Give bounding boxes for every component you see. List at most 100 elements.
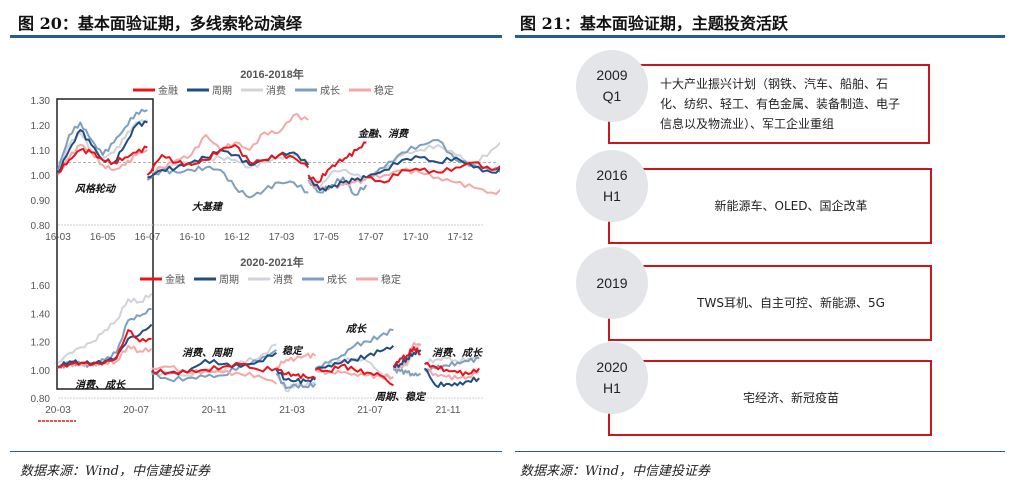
period-label: 2016	[596, 167, 628, 183]
y-tick-label: 1.10	[31, 146, 51, 157]
theme-box: 新能源车、OLED、国企改革	[608, 168, 932, 244]
period-label: 2019	[596, 274, 628, 291]
annotation: 消费、周期	[182, 348, 232, 359]
series-line-成长	[392, 367, 421, 377]
x-tick-label: 20-11	[202, 405, 227, 416]
legend-label: 金融	[165, 273, 185, 286]
series-line-稳定	[151, 365, 277, 385]
annotation: 消费、成长	[75, 380, 125, 391]
period-circle: 2019	[576, 247, 648, 319]
source-note: 数据来源：Wind，中信建投证券	[520, 464, 710, 479]
period-label: H1	[603, 188, 621, 204]
highlight-box	[56, 98, 154, 390]
legend-label: 金融	[158, 84, 178, 97]
footer-rule	[10, 451, 502, 452]
legend-label: 成长	[320, 85, 340, 97]
series-line-金融	[57, 329, 152, 368]
series-line-周期	[365, 155, 500, 179]
x-tick-label: 20-03	[45, 405, 71, 416]
figure-21-title: 图 21：基本面验证期，主题投资活跃	[520, 14, 788, 33]
series-line-成长	[307, 176, 368, 196]
series-line-周期	[307, 174, 367, 192]
period-circle: 2020 H1	[576, 342, 648, 414]
theme-text: TWS耳机、自主可控、新能源、5G	[697, 296, 885, 310]
series-line-消费	[275, 372, 316, 393]
period-label: 2020	[596, 359, 628, 375]
annotation: 消费、成长	[432, 348, 482, 359]
series-line-金融	[392, 346, 421, 368]
y-tick-label: 0.80	[31, 394, 51, 405]
series-line-成长	[275, 373, 317, 390]
series-line-稳定	[314, 368, 394, 380]
x-tick-label: 21-07	[357, 405, 383, 416]
legend-label: 消费	[273, 273, 293, 286]
x-tick-label: 17-12	[448, 232, 474, 243]
x-tick-label: 17-03	[269, 232, 295, 243]
y-tick-label: 1.40	[31, 309, 51, 320]
series-line-金融	[275, 367, 316, 380]
series-line-稳定	[57, 344, 153, 370]
x-tick-label: 17-10	[403, 232, 429, 243]
legend-label: 成长	[327, 274, 347, 286]
period-label: Q1	[602, 88, 622, 104]
series-line-金融	[151, 361, 277, 376]
x-tick-label: 16-05	[90, 232, 116, 243]
annotation: 金融、消费	[358, 129, 408, 140]
series-line-金融	[146, 144, 310, 176]
theme-text: 宅经济、新冠疫苗	[742, 391, 839, 405]
series-line-成长	[365, 139, 500, 179]
series-line-成长	[57, 108, 148, 171]
x-tick-label: 16-10	[179, 232, 205, 243]
series-line-周期	[393, 348, 422, 369]
y-tick-label: 1.30	[31, 96, 51, 107]
source-note: 数据来源：Wind，中信建投证券	[20, 464, 210, 479]
theme-box: 宅经济、新冠疫苗	[608, 360, 932, 436]
series-line-稳定	[366, 167, 500, 195]
series-line-成长	[146, 165, 309, 199]
series-line-金融	[307, 141, 367, 184]
legend-label: 消费	[266, 84, 286, 97]
theme-box: 十大产业振兴计划（钢铁、汽车、船舶、石化、纺织、轻工、有色金属、装备制造、电子信…	[608, 64, 930, 144]
period-label: 2009	[596, 67, 628, 83]
y-tick-label: 1.20	[31, 338, 51, 349]
series-line-稳定	[57, 144, 148, 176]
y-tick-label: 1.60	[31, 281, 51, 292]
series-line-周期	[423, 367, 480, 389]
annotation: 大基建	[192, 202, 222, 213]
period-label: H1	[603, 380, 621, 396]
y-tick-label: 0.90	[31, 196, 51, 207]
x-tick-label: 20-07	[123, 405, 149, 416]
series-line-成长	[151, 349, 277, 383]
series-line-金融	[424, 361, 480, 377]
style-rotation-charts: 1.30 1.20 1.10 1.00 0.90 0.80 16-03 16-05 16-07 1…	[31, 67, 500, 422]
period-circle: 2009 Q1	[576, 50, 648, 122]
series-line-周期	[57, 323, 153, 368]
series-line-消费	[57, 292, 153, 364]
series-line-成长	[424, 356, 480, 371]
series-line-消费	[57, 119, 149, 171]
series-line-金融	[57, 145, 148, 174]
x-tick-label: 17-05	[313, 232, 339, 243]
x-tick-label: 16-03	[45, 232, 71, 243]
x-tick-label: 21-11	[436, 405, 461, 416]
period-circle: 2016 H1	[576, 150, 648, 222]
x-tick-label: 16-07	[135, 232, 161, 243]
theme-text: 十大产业振兴计划（钢铁、汽车、船舶、石化、纺织、轻工、有色金属、装备制造、电子信…	[660, 77, 901, 131]
x-tick-label: 21-03	[279, 405, 305, 416]
y-tick-label: 1.00	[31, 171, 51, 182]
annotation: 周期、稳定	[375, 392, 425, 403]
series-line-金融	[366, 161, 500, 184]
x-tick-label: 16-12	[224, 232, 250, 243]
legend-label: 周期	[212, 85, 232, 97]
annotation: 风格轮动	[75, 184, 115, 195]
title-rule	[10, 35, 502, 38]
annotation: 稳定	[282, 346, 302, 357]
series-line-稳定	[276, 352, 317, 369]
series-line-稳定	[423, 368, 480, 381]
series-line-成长	[314, 328, 394, 370]
series-line-消费	[146, 153, 309, 176]
y-tick-label: 1.20	[31, 121, 51, 132]
legend-label: 稳定	[381, 273, 401, 286]
chart-title: 2016-2018年	[240, 67, 304, 81]
footer-rule	[515, 451, 1005, 452]
